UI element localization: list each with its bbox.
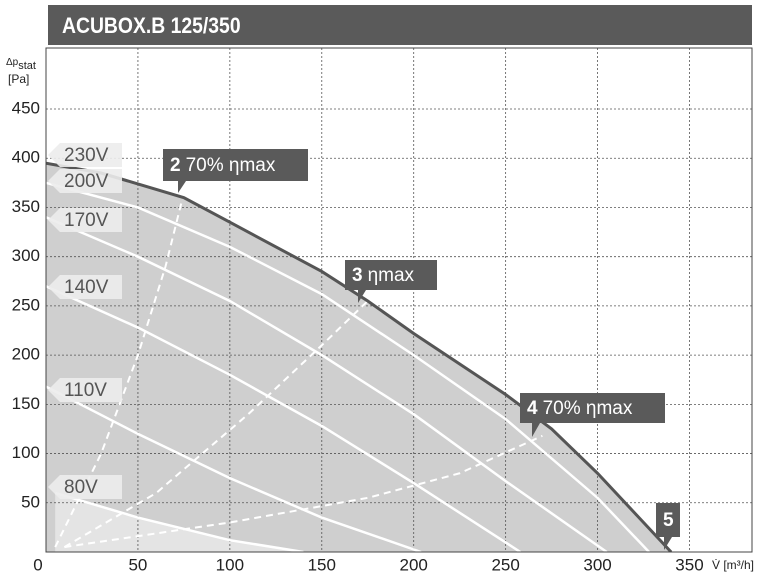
point-callout: 4 70% ηmax — [520, 393, 665, 437]
y-tick-label: 50 — [21, 492, 40, 511]
fan-curve — [46, 216, 608, 552]
y-label-sub: stat — [18, 60, 36, 72]
callout-label: 4 70% ηmax — [527, 398, 633, 419]
x-tick-label: 300 — [583, 555, 611, 574]
fan-curve — [46, 181, 650, 552]
title-bar — [48, 5, 752, 45]
x-tick-label: 150 — [308, 555, 336, 574]
fan-curve — [46, 161, 673, 552]
x-tick-label: 200 — [400, 555, 428, 574]
callout-number: 4 — [527, 398, 538, 419]
point-callout: 2 70% ηmax — [163, 149, 308, 193]
y-label-symbol: Δp — [6, 57, 19, 68]
callout-number: 5 — [663, 510, 674, 531]
y-tick-label: 100 — [12, 443, 40, 462]
fan-curve — [46, 385, 422, 552]
legend-label: 200V — [64, 171, 109, 192]
callout-text: 70% ηmax — [186, 155, 276, 176]
point-callout: 5 — [656, 503, 680, 550]
callout-shape — [163, 149, 308, 193]
voltage-tag: 80V — [48, 475, 122, 499]
voltage-tag: 140V — [48, 275, 122, 299]
callout-number: 2 — [170, 155, 181, 176]
y-tick-label: 450 — [12, 99, 40, 118]
legend-label: 110V — [64, 380, 107, 401]
x-tick-label: 100 — [216, 555, 244, 574]
x-tick-label: 350 — [675, 555, 703, 574]
operating-area — [46, 163, 672, 552]
tag-shape — [48, 169, 122, 193]
plot-border — [45, 47, 753, 553]
callout-text: 70% ηmax — [543, 398, 633, 419]
fan-curve — [54, 491, 304, 552]
x-tick-label: 250 — [491, 555, 519, 574]
voltage-tag: 110V — [48, 378, 122, 402]
y-axis-label: Δpstat — [6, 57, 36, 72]
plot-area — [46, 48, 752, 552]
y-tick-label: 150 — [12, 394, 40, 413]
callout-label: 3 ηmax — [352, 265, 415, 286]
low-area — [55, 492, 304, 552]
tag-shape — [48, 378, 122, 402]
voltage-tag: 170V — [48, 208, 122, 232]
legend-label: 170V — [64, 210, 109, 231]
tag-shape — [48, 275, 122, 299]
callout-label: 5 — [663, 510, 674, 531]
tag-shape — [48, 143, 122, 167]
voltage-tag: 200V — [48, 169, 122, 193]
tag-shape — [48, 475, 122, 499]
legend-label: 140V — [64, 277, 109, 298]
callout-shape — [656, 503, 680, 550]
fan-curve — [46, 285, 522, 552]
y-tick-label: 250 — [12, 295, 40, 314]
callout-shape — [345, 260, 437, 303]
x-tick-label: 50 — [128, 555, 147, 574]
callout-number: 3 — [352, 265, 363, 286]
y-tick-label: 300 — [12, 246, 40, 265]
operating-line — [54, 192, 185, 548]
tag-shape — [48, 208, 122, 232]
chart-title: ACUBOX.B 125/350 — [62, 14, 241, 38]
x-axis-label: V̇ [m³/h] — [712, 558, 754, 572]
y-axis-unit: [Pa] — [8, 72, 29, 86]
point-callout: 3 ηmax — [345, 260, 437, 303]
voltage-tag: 230V — [48, 143, 122, 167]
operating-line — [63, 300, 369, 548]
operating-line — [64, 434, 543, 549]
y-tick-label: 400 — [12, 148, 40, 167]
y-tick-label: 200 — [12, 345, 40, 364]
callout-shape — [520, 393, 665, 437]
y-tick-label: 350 — [12, 197, 40, 216]
x-tick-label: 0 — [33, 555, 42, 574]
legend-label: 230V — [64, 145, 109, 166]
legend-label: 80V — [64, 477, 98, 498]
callout-label: 2 70% ηmax — [170, 155, 276, 176]
callout-text: ηmax — [368, 265, 415, 286]
